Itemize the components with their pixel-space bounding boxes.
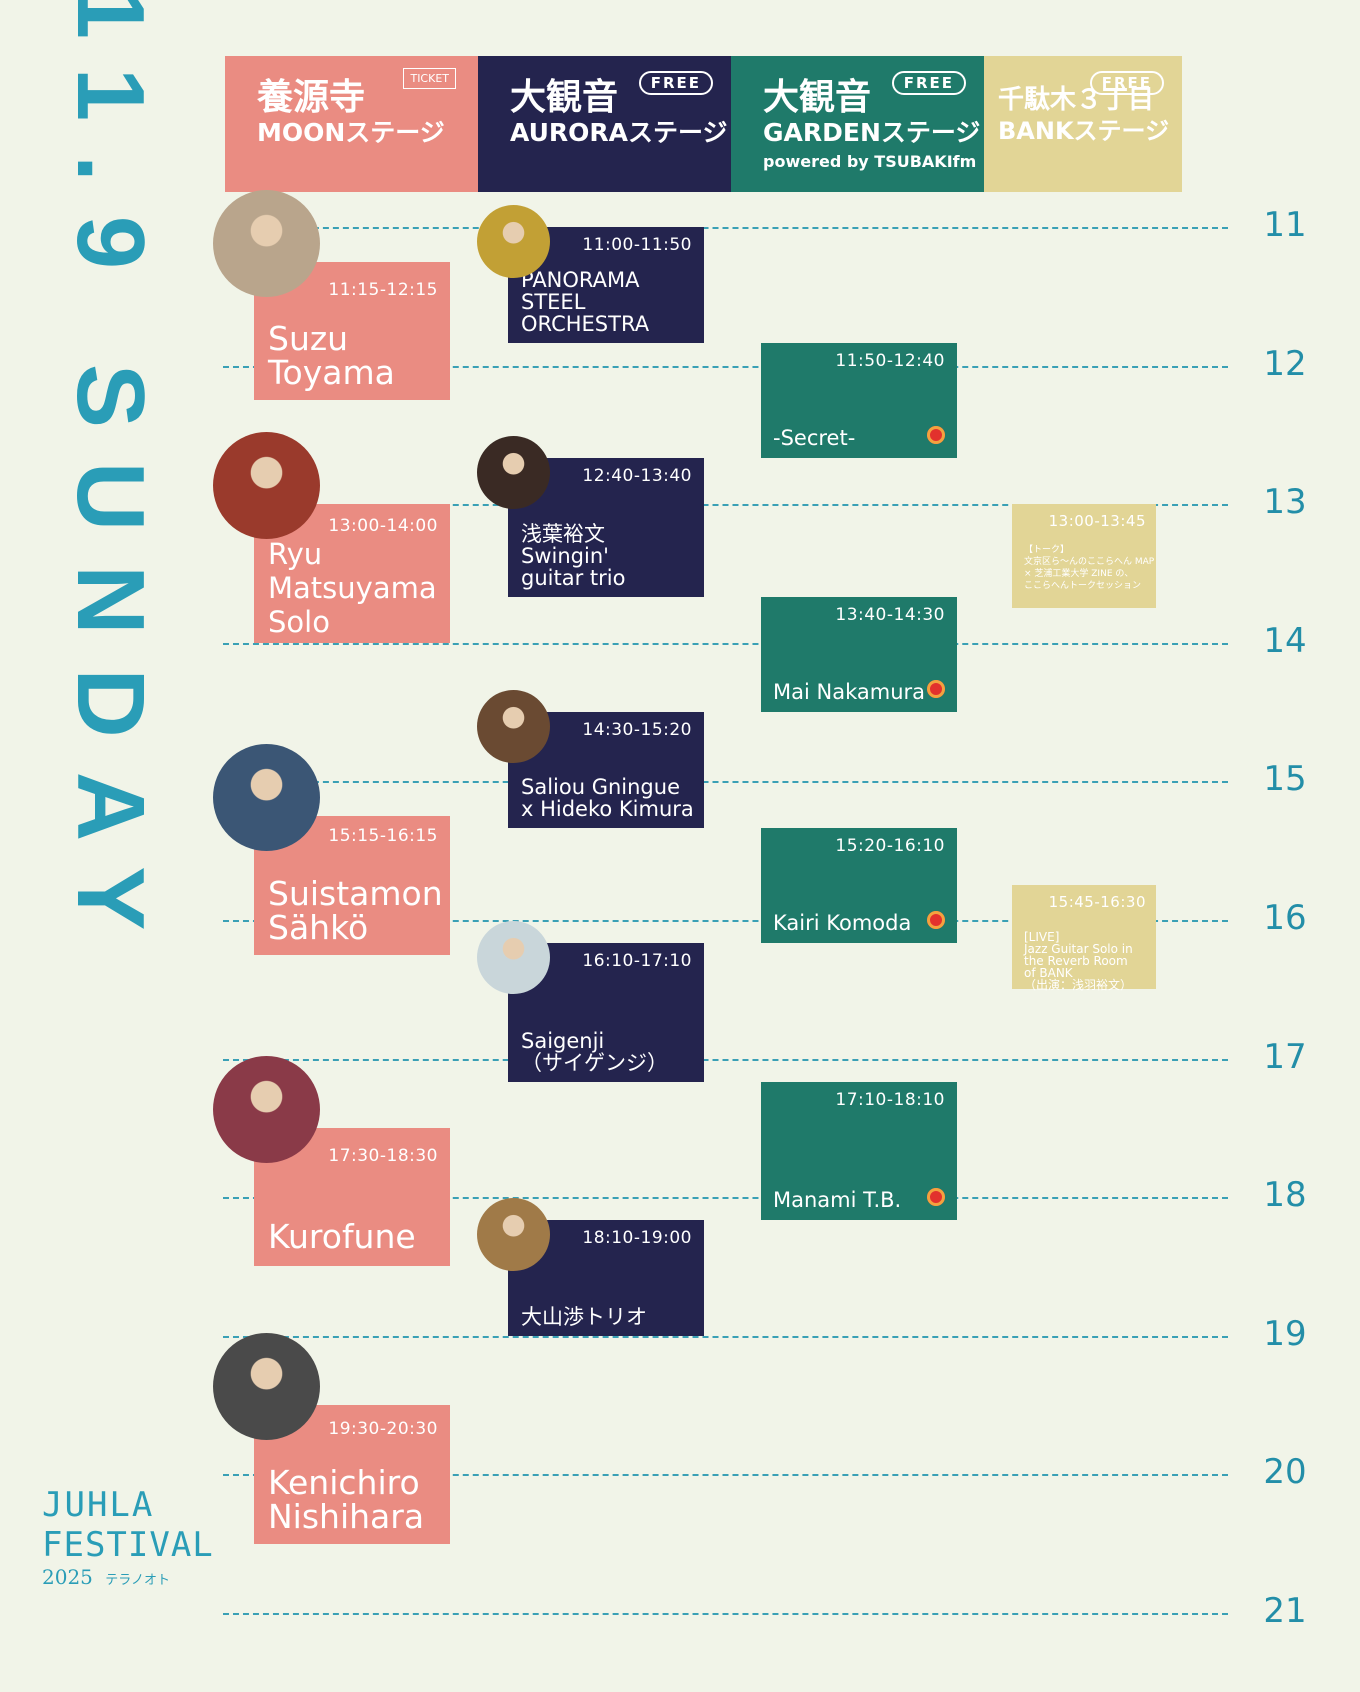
free-badge: FREE bbox=[891, 71, 966, 95]
stage-venue: 大観音 bbox=[763, 77, 872, 118]
stage-header-moon: TICKET 養源寺 MOONステージ bbox=[225, 56, 478, 192]
hour-gridline bbox=[223, 1197, 1228, 1200]
performance-time: 18:10-19:00 bbox=[582, 1228, 692, 1249]
artist-name: Mai Nakamura bbox=[773, 680, 926, 705]
artist-name: Suzu Toyama bbox=[268, 319, 395, 393]
performance-time: 14:30-15:20 bbox=[582, 720, 692, 741]
artist-name: PANORAMA STEEL ORCHESTRA bbox=[521, 267, 650, 336]
tsubaki-icon bbox=[927, 680, 945, 699]
hour-label: 20 bbox=[1263, 1452, 1307, 1493]
artist-photo bbox=[477, 436, 550, 509]
garden-performance[interactable]: 17:10-18:10 Manami T.B. bbox=[761, 1081, 957, 1221]
artist-name: Kairi Komoda bbox=[773, 911, 912, 936]
hour-gridline bbox=[223, 504, 1228, 507]
festival-logo: JUHLA FESTIVAL 2025 テラノオト bbox=[42, 1485, 214, 1589]
performance-time: 15:45-16:30 bbox=[1048, 893, 1146, 912]
stage-header-aurora: FREE 大観音 AURORAステージ bbox=[478, 56, 731, 192]
performance-time: 19:30-20:30 bbox=[328, 1419, 438, 1440]
free-badge: FREE bbox=[1089, 71, 1164, 95]
performance-time: 15:20-16:10 bbox=[835, 835, 945, 856]
hour-label: 11 bbox=[1263, 205, 1307, 245]
logo-year: 2025 bbox=[42, 1565, 93, 1589]
artist-photo bbox=[477, 921, 550, 995]
tsubaki-icon bbox=[927, 911, 945, 930]
artist-photo bbox=[213, 189, 320, 297]
stage-venue: 養源寺 bbox=[257, 77, 366, 118]
hour-label: 13 bbox=[1263, 482, 1307, 523]
stage-name: MOONステージ bbox=[257, 118, 445, 147]
performance-time: 13:00-14:00 bbox=[328, 516, 438, 537]
tsubaki-icon bbox=[927, 426, 945, 444]
hour-label: 12 bbox=[1263, 343, 1307, 384]
free-badge: FREE bbox=[638, 71, 713, 95]
hour-label: 17 bbox=[1263, 1036, 1307, 1077]
artist-name: Ryu Matsuyama Solo bbox=[268, 536, 437, 639]
hour-label: 21 bbox=[1263, 1591, 1307, 1631]
artist-name: 大山渉トリオ bbox=[521, 1304, 647, 1329]
hour-gridline bbox=[223, 781, 1228, 784]
artist-photo bbox=[477, 1198, 550, 1272]
performance-time: 16:10-17:10 bbox=[582, 951, 692, 972]
hour-gridline bbox=[223, 920, 1228, 922]
artist-photo bbox=[213, 1055, 320, 1163]
logo-line2: FESTIVAL bbox=[42, 1525, 214, 1565]
artist-name: Manami T.B. bbox=[773, 1188, 902, 1213]
garden-performance[interactable]: 11:50-12:40 -Secret- bbox=[761, 342, 957, 458]
garden-performance[interactable]: 15:20-16:10 Kairi Komoda bbox=[761, 827, 957, 944]
artist-name: Saigenji （サイゲンジ） bbox=[521, 1028, 668, 1075]
stage-header-bank: FREE 千駄木３丁目 BANKステージ bbox=[984, 56, 1182, 192]
hour-label: 19 bbox=[1263, 1313, 1307, 1354]
stage-sponsor: powered by TSUBAKIfm bbox=[763, 152, 977, 171]
artist-photo bbox=[477, 690, 550, 764]
bank-performance[interactable]: 13:00-13:45 【トーク】 文京区ら～んのここらへん MAP × 芝浦工業… bbox=[1012, 504, 1156, 609]
artist-photo bbox=[213, 432, 320, 540]
performance-time: 17:30-18:30 bbox=[328, 1145, 438, 1166]
hour-label: 18 bbox=[1263, 1175, 1307, 1216]
performance-time: 11:15-12:15 bbox=[328, 279, 438, 300]
stage-venue: 千駄木３丁目 bbox=[998, 85, 1155, 115]
hour-gridline bbox=[223, 1058, 1228, 1061]
stage-name: BANKステージ bbox=[998, 117, 1170, 145]
ticket-badge: TICKET bbox=[403, 68, 456, 89]
stage-name: AURORAステージ bbox=[510, 118, 728, 147]
artist-name: Kurofune bbox=[268, 1217, 416, 1257]
artist-name: -Secret- bbox=[773, 426, 856, 450]
performance-time: 15:15-16:15 bbox=[328, 826, 438, 847]
performance-time: 13:00-13:45 bbox=[1048, 512, 1146, 531]
artist-name: Saliou Gningue x Hideko Kimura bbox=[521, 774, 694, 821]
hour-gridline bbox=[223, 1613, 1228, 1615]
stage-name: GARDENステージ bbox=[763, 118, 981, 147]
stage-header-garden: FREE 大観音 GARDENステージ powered by TSUBAKIfm bbox=[731, 56, 984, 192]
performance-time: 11:00-11:50 bbox=[582, 235, 692, 255]
moon-performance[interactable]: 17:30-18:30 Kurofune bbox=[254, 1127, 450, 1267]
hour-gridline bbox=[223, 1335, 1228, 1338]
stage-venue: 大観音 bbox=[510, 77, 619, 118]
hour-label: 15 bbox=[1263, 759, 1307, 800]
artist-photo bbox=[213, 744, 320, 852]
event-note: [LIVE] Jazz Guitar Solo in the Reverb Ro… bbox=[1024, 930, 1133, 993]
hour-gridline bbox=[223, 365, 1228, 368]
artist-name: 浅葉裕文 Swingin' guitar trio bbox=[521, 521, 626, 590]
hour-label: 16 bbox=[1263, 898, 1307, 938]
performance-time: 12:40-13:40 bbox=[582, 466, 692, 486]
artist-name: Suistamon Sähkö bbox=[268, 873, 443, 947]
garden-performance[interactable]: 13:40-14:30 Mai Nakamura bbox=[761, 596, 957, 713]
hour-gridline bbox=[223, 642, 1228, 645]
event-note: 【トーク】 文京区ら～んのここらへん MAP × 芝浦工業大学 ZINE の、 … bbox=[1024, 545, 1155, 592]
hour-gridline bbox=[223, 227, 1228, 229]
artist-photo bbox=[213, 1333, 320, 1441]
aurora-performance[interactable]: 11:00-11:50 PANORAMA STEEL ORCHESTRA bbox=[508, 227, 704, 343]
hour-gridline bbox=[223, 1474, 1228, 1477]
performance-time: 17:10-18:10 bbox=[835, 1089, 945, 1110]
tsubaki-icon bbox=[927, 1188, 945, 1207]
date-title: 11.9 SUNDAY bbox=[57, 0, 164, 965]
artist-photo bbox=[477, 205, 550, 278]
performance-time: 13:40-14:30 bbox=[835, 604, 945, 625]
bank-performance[interactable]: 15:45-16:30 [LIVE] Jazz Guitar Solo in th… bbox=[1012, 885, 1156, 993]
performance-time: 11:50-12:40 bbox=[835, 350, 945, 371]
artist-name: Kenichiro Nishihara bbox=[268, 1462, 425, 1536]
logo-sub: テラノオト bbox=[105, 1573, 171, 1588]
hour-label: 14 bbox=[1263, 620, 1307, 661]
logo-line1: JUHLA bbox=[42, 1485, 155, 1525]
